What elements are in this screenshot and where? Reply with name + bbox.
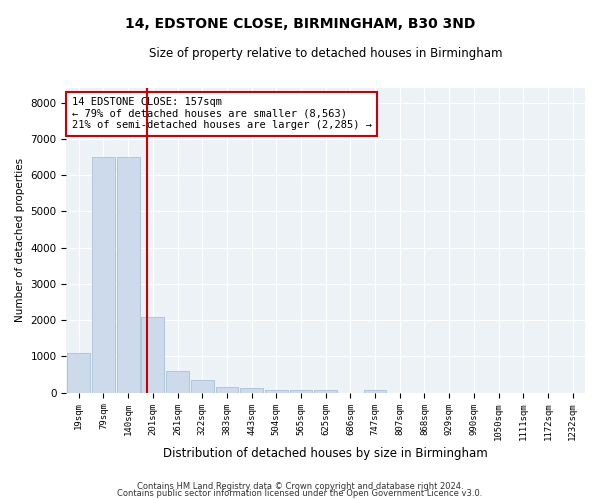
Bar [314,390,337,392]
Bar [67,353,90,393]
Bar [240,388,263,392]
Text: 14, EDSTONE CLOSE, BIRMINGHAM, B30 3ND: 14, EDSTONE CLOSE, BIRMINGHAM, B30 3ND [125,18,475,32]
Y-axis label: Number of detached properties: Number of detached properties [15,158,25,322]
Bar [265,390,287,392]
Bar [142,316,164,392]
Text: Contains public sector information licensed under the Open Government Licence v3: Contains public sector information licen… [118,490,482,498]
Bar [191,380,214,392]
Text: Contains HM Land Registry data © Crown copyright and database right 2024.: Contains HM Land Registry data © Crown c… [137,482,463,491]
X-axis label: Distribution of detached houses by size in Birmingham: Distribution of detached houses by size … [163,447,488,460]
Bar [166,371,189,392]
Bar [215,388,238,392]
Bar [290,390,313,392]
Bar [117,157,140,392]
Text: 14 EDSTONE CLOSE: 157sqm
← 79% of detached houses are smaller (8,563)
21% of sem: 14 EDSTONE CLOSE: 157sqm ← 79% of detach… [71,97,371,130]
Title: Size of property relative to detached houses in Birmingham: Size of property relative to detached ho… [149,48,502,60]
Bar [92,157,115,392]
Bar [364,390,386,392]
